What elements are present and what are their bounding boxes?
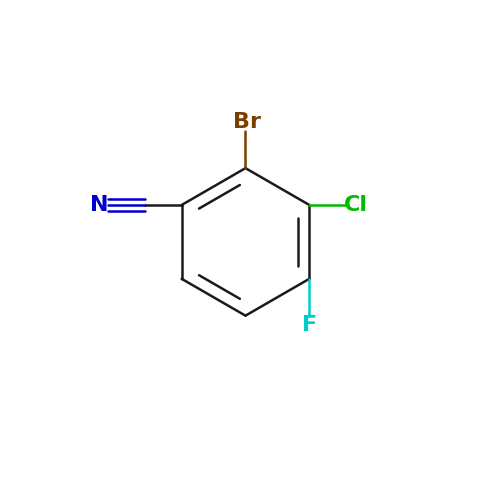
Text: N: N xyxy=(91,195,109,215)
Text: Br: Br xyxy=(233,112,262,132)
Text: Cl: Cl xyxy=(343,195,367,215)
Text: F: F xyxy=(302,315,317,335)
